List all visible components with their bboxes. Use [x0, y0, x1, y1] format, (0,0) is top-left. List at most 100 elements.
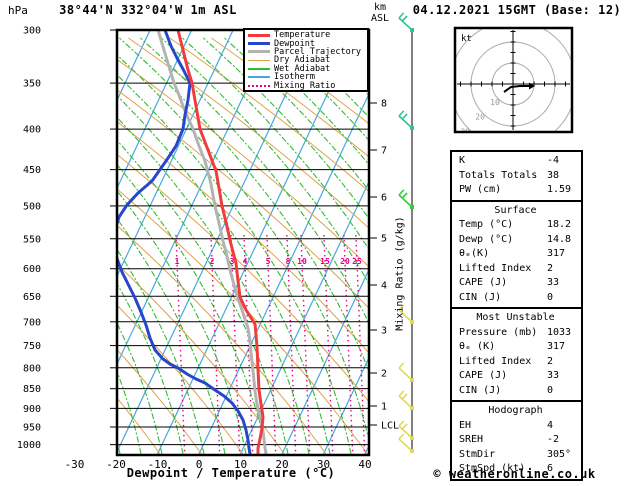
wind-barb-shaft — [398, 194, 413, 208]
km-tick-label: 5 — [381, 234, 387, 245]
hodograph-ring-label: 10 — [490, 98, 500, 107]
wind-barb-station-dot — [410, 406, 414, 410]
wind-barb-station-dot — [410, 449, 414, 453]
wind-barb-tick — [398, 12, 405, 19]
dry-adiabat-line — [118, 305, 244, 454]
mixing-ratio-value-label: 10 — [297, 257, 307, 266]
km-tick-label: 1 — [381, 402, 387, 413]
index-row: SREH -2 — [459, 433, 579, 448]
hodograph-trace — [503, 85, 529, 93]
index-label: Lifted Index — [459, 262, 532, 274]
index-value: 2 — [547, 262, 554, 274]
wind-barb-station-dot — [410, 436, 414, 440]
dry-adiabat-line — [169, 37, 368, 192]
hodograph-unit-label: kt — [461, 34, 472, 44]
station-title: 38°44'N 332°04'W 1m ASL — [59, 3, 237, 17]
index-label: Temp (°C) — [459, 219, 514, 230]
run-date-title: 04.12.2021 15GMT (Base: 12) — [412, 3, 622, 17]
pressure-tick-label: 700 — [23, 317, 41, 328]
legend-item: Isotherm — [248, 72, 367, 82]
mixing-ratio-value-label: 15 — [320, 257, 330, 266]
index-value: 6 — [547, 463, 554, 474]
legend-item: Temperature — [248, 30, 367, 40]
mixing-ratio-line — [300, 234, 311, 454]
index-value: 14.8 — [547, 233, 572, 245]
wind-barb-tick — [401, 15, 408, 22]
km-axis-label: km — [374, 2, 387, 13]
pressure-tick-label: 350 — [23, 79, 41, 90]
wind-barb-tick — [398, 433, 405, 440]
mixing-ratio-line — [343, 234, 354, 454]
lcl-label: LCL — [381, 421, 399, 432]
index-row: Dewp (°C) 14.8 — [459, 233, 579, 248]
mixing-ratio-value-label: 25 — [352, 257, 362, 266]
isotherm-line — [0, 30, 109, 454]
indices-section: K -4 Totals Totals 38 PW (cm) 1.59 — [450, 150, 583, 202]
isotherm-line — [118, 30, 317, 452]
wind-barb-station-dot — [410, 320, 414, 324]
wind-barb — [398, 12, 414, 32]
mixing-ratio-value-label: 8 — [286, 257, 291, 266]
dry-adiabat-line — [118, 189, 368, 454]
index-value: 38 — [547, 169, 560, 181]
index-value: 4 — [547, 419, 554, 431]
dewpoint-curve — [118, 30, 252, 454]
temp-tick-label: 0 — [196, 458, 203, 471]
indices-section: Most Unstable Pressure (mb) 1033 θₑ (K) 317 L… — [450, 307, 583, 402]
mixing-ratio-value-label: 4 — [243, 257, 248, 266]
wet-adiabat-line — [118, 117, 310, 454]
wind-barb-station-dot — [410, 28, 414, 32]
legend-item-label: Wet Adiabat — [274, 63, 331, 74]
wind-barb-tick — [398, 390, 405, 397]
wind-barb — [398, 110, 414, 130]
hodograph-trace-arrowhead — [529, 82, 535, 90]
index-label: Totals Totals — [459, 169, 538, 181]
dry-adiabat-line — [211, 37, 368, 157]
indices-panel: K -4 Totals Totals 38 PW (cm) 1.59 Surface Temp… — [450, 150, 583, 481]
index-value: -4 — [547, 155, 560, 166]
index-value: 0 — [547, 291, 554, 303]
index-row: StmSpd (kt) 6 — [459, 462, 579, 477]
dry-adiabat-line — [128, 37, 368, 228]
pressure-tick-label: 1000 — [17, 440, 41, 451]
index-row: CAPE (J) 33 — [459, 369, 579, 384]
index-value: 317 — [547, 248, 566, 259]
wind-barb — [398, 390, 414, 410]
index-row: CAPE (J) 33 — [459, 276, 579, 291]
dry-adiabat-line — [118, 349, 202, 454]
wet-adiabat-line — [118, 249, 205, 454]
index-row: EH 4 — [459, 419, 579, 434]
index-row: CIN (J) 0 — [459, 291, 579, 306]
wind-barb-station-dot — [410, 205, 414, 209]
legend-line-sample — [248, 42, 270, 46]
temp-tick-label: -20 — [106, 458, 126, 471]
wind-barb — [398, 362, 414, 382]
mixing-ratio-line — [266, 234, 277, 454]
hodograph-plot: 10 20 30 kt — [455, 28, 572, 132]
index-value: 0 — [547, 384, 554, 396]
legend-item: Dewpoint — [248, 39, 367, 49]
legend-line-sample — [248, 76, 270, 78]
mixing-ratio-line — [230, 234, 241, 454]
mixing-ratio-line — [243, 234, 254, 454]
index-label: EH — [459, 419, 472, 431]
index-label: θₑ(K) — [459, 248, 490, 259]
index-label: StmDir — [459, 448, 496, 460]
index-row: StmDir 305° — [459, 448, 579, 463]
index-label: PW (cm) — [459, 184, 502, 195]
section-header: Surface — [494, 204, 537, 216]
legend-line-sample — [248, 50, 270, 54]
temp-tick-label: 10 — [234, 458, 247, 471]
wind-barb-shaft — [398, 367, 413, 381]
index-value: 1033 — [547, 326, 572, 338]
wind-barb — [398, 189, 414, 209]
pressure-tick-label: 500 — [23, 201, 41, 212]
mixing-ratio-line — [323, 234, 334, 454]
temp-tick-label: -30 — [65, 458, 85, 471]
legend-item: Parcel Trajectory — [248, 47, 367, 57]
section-header: Most Unstable — [476, 312, 555, 323]
index-label: CIN (J) — [459, 384, 502, 396]
asl-axis-label: ASL — [371, 13, 390, 24]
